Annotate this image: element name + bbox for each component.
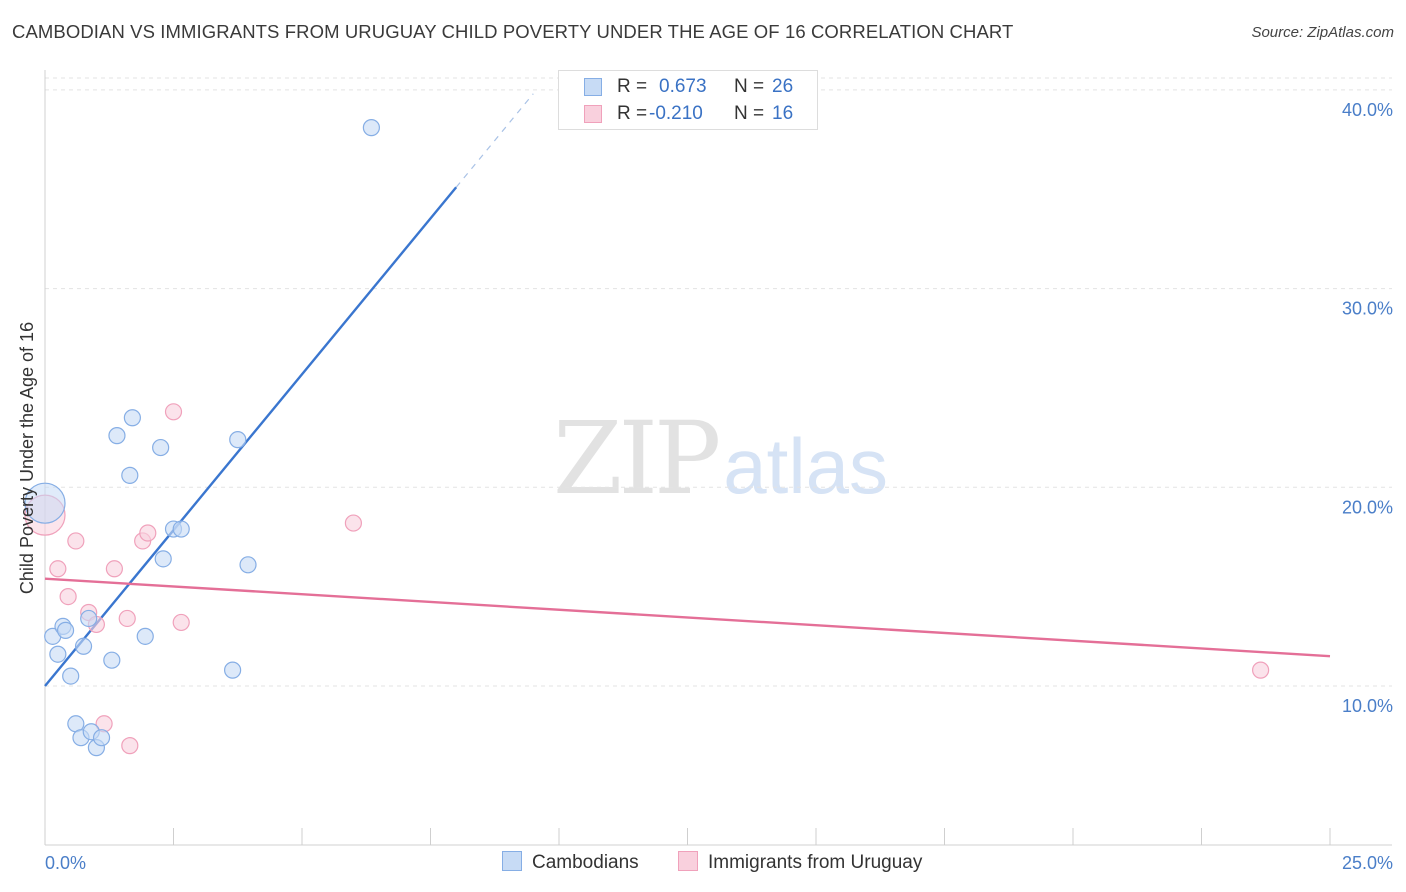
data-point-cambodians xyxy=(229,431,247,449)
data-point-cambodians xyxy=(123,409,141,427)
data-point-cambodians xyxy=(154,550,172,568)
data-point-cambodians xyxy=(49,645,67,663)
data-point-cambodians xyxy=(24,482,66,524)
trend-layer xyxy=(44,93,1331,687)
y-tick-label: 10.0% xyxy=(1342,696,1393,716)
data-point-uruguay xyxy=(59,588,77,606)
legend-n-value: 26 xyxy=(772,76,794,97)
data-point-cambodians xyxy=(80,609,98,628)
trend-line-cambodians-extension xyxy=(455,93,534,188)
legend-item-cambodians[interactable]: Cambodians xyxy=(502,851,639,877)
watermark-zip: ZIP xyxy=(553,400,721,517)
label-layer: 10.0% 20.0% 30.0% 40.0% 0.0% 25.0% Child Pover… xyxy=(17,100,1393,873)
legend-n-value: 16 xyxy=(772,103,794,124)
data-point-uruguay xyxy=(139,524,157,542)
legend-swatch-cambodians xyxy=(584,78,602,96)
legend-swatch-uruguay xyxy=(678,851,698,871)
legend-r-value: 0.673 xyxy=(659,76,707,97)
trend-line-cambodians xyxy=(44,186,458,687)
x-tick-label: 25.0% xyxy=(1342,853,1393,873)
y-tick-label: 20.0% xyxy=(1342,497,1393,517)
legend-r-label: R = xyxy=(617,103,648,124)
data-point-uruguay xyxy=(172,613,190,632)
data-point-uruguay xyxy=(49,560,67,578)
data-point-cambodians xyxy=(74,637,93,655)
legend-n-label: N = xyxy=(734,103,765,124)
data-point-cambodians xyxy=(121,466,139,484)
legend-r-value: -0.210 xyxy=(649,103,703,124)
data-point-cambodians xyxy=(108,427,126,445)
y-tick-label: 40.0% xyxy=(1342,100,1393,120)
legend-n-label: N = xyxy=(734,76,765,97)
data-point-cambodians xyxy=(62,667,80,685)
legend-item-uruguay[interactable]: Immigrants from Uruguay xyxy=(678,851,922,877)
y-axis-title: Child Poverty Under the Age of 16 xyxy=(17,322,37,594)
data-point-uruguay xyxy=(105,560,123,578)
point-layer xyxy=(24,119,1270,757)
data-point-uruguay xyxy=(164,403,183,421)
data-point-uruguay xyxy=(1252,661,1270,679)
chart-title: CAMBODIAN VS IMMIGRANTS FROM URUGUAY CHI… xyxy=(12,21,1014,42)
x-tick-label: 0.0% xyxy=(45,853,86,873)
legend-row-cambodians: R = 0.673 N = 26 xyxy=(559,74,817,100)
legend-swatch-cambodians xyxy=(502,851,522,871)
data-point-cambodians xyxy=(172,520,190,538)
watermark-atlas: atlas xyxy=(723,422,889,510)
legend-row-uruguay: R = -0.210 N = 16 xyxy=(559,101,817,127)
y-tick-label: 30.0% xyxy=(1342,299,1393,319)
data-point-uruguay xyxy=(121,737,139,755)
data-point-cambodians xyxy=(362,119,380,137)
data-point-uruguay xyxy=(67,532,85,550)
legend-r-label: R = xyxy=(617,76,648,97)
watermark-logo: ZIPatlas xyxy=(553,400,888,517)
axis-layer xyxy=(44,70,1392,846)
correlation-legend: R = 0.673 N = 26 R = -0.210 N = 16 xyxy=(558,70,818,130)
data-point-cambodians xyxy=(152,438,170,457)
legend-swatch-uruguay xyxy=(584,105,602,123)
legend-label-uruguay: Immigrants from Uruguay xyxy=(708,852,923,873)
grid-layer xyxy=(45,77,1392,687)
data-point-uruguay xyxy=(344,514,362,532)
data-point-cambodians xyxy=(92,729,111,747)
data-point-cambodians xyxy=(103,651,121,669)
data-point-cambodians xyxy=(239,556,257,574)
data-point-cambodians xyxy=(136,627,154,645)
data-point-cambodians xyxy=(56,621,75,639)
trend-line-uruguay xyxy=(44,577,1331,658)
data-point-cambodians xyxy=(224,661,242,679)
data-point-uruguay xyxy=(118,609,136,628)
source-label: Source: ZipAtlas.com xyxy=(1251,24,1394,41)
legend-label-cambodians: Cambodians xyxy=(532,852,639,873)
